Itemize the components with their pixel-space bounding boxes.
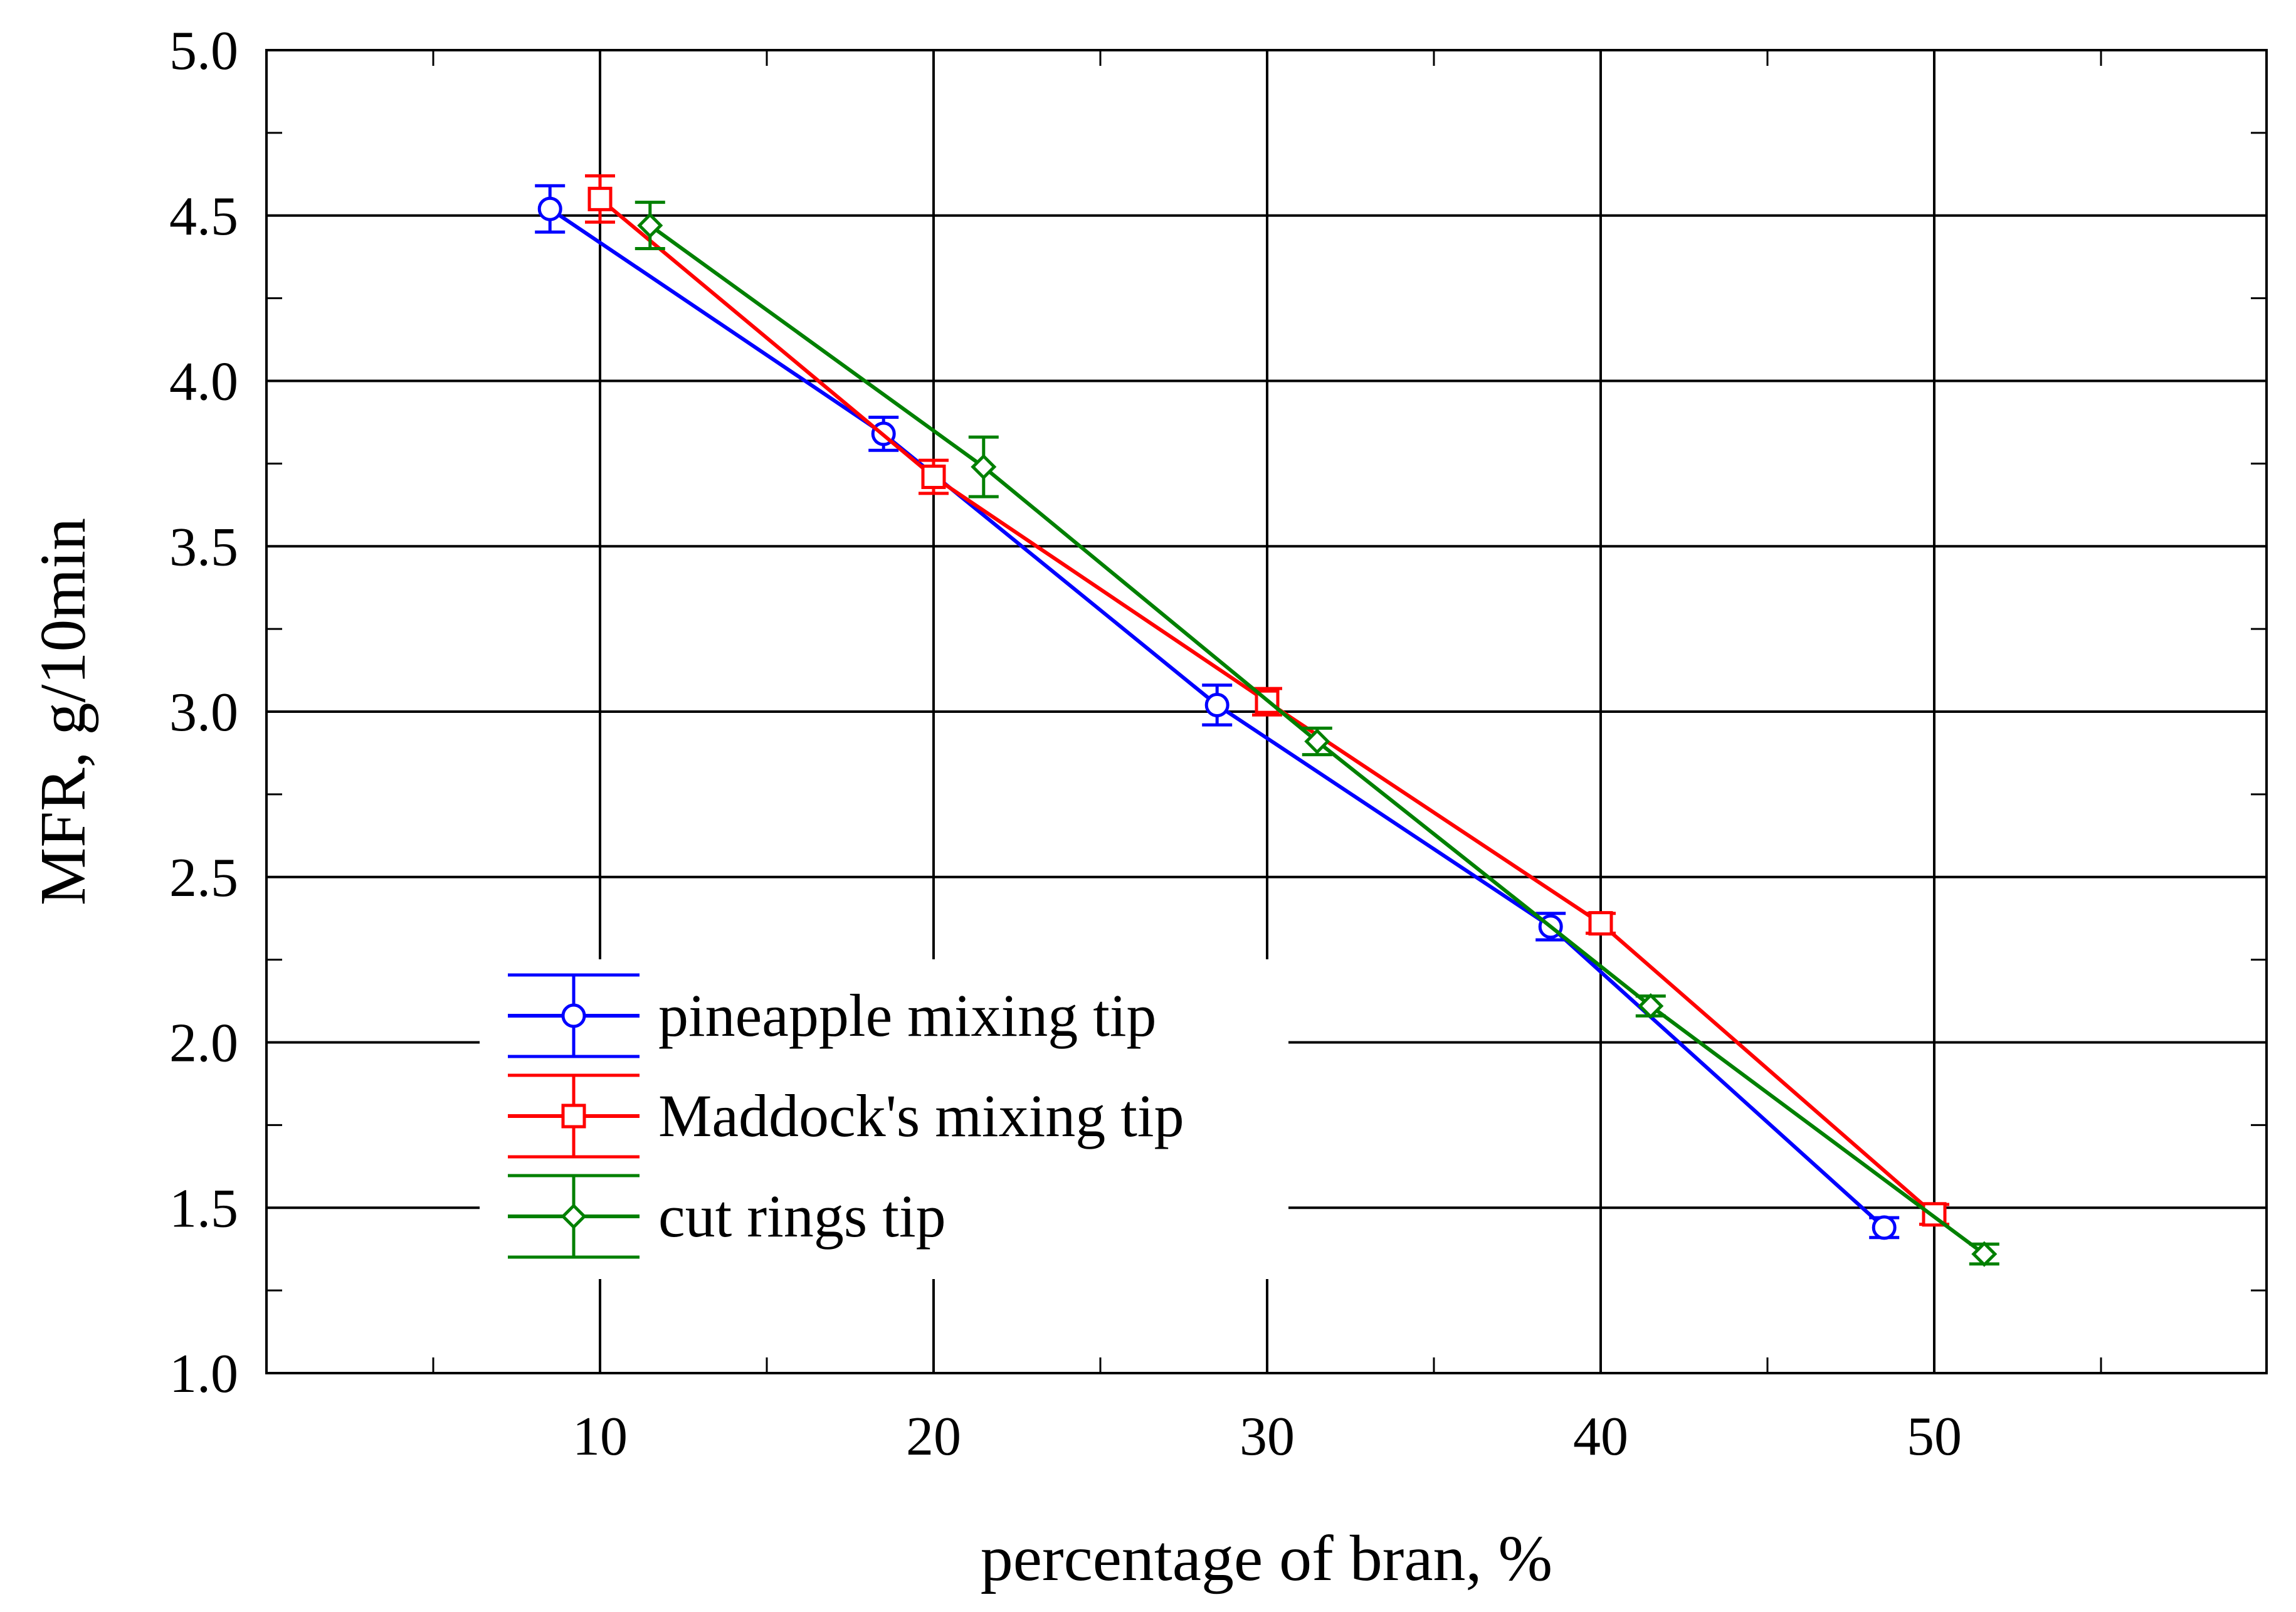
x-tick-label: 30 xyxy=(1240,1406,1295,1467)
y-tick-label: 2.5 xyxy=(169,848,238,909)
y-tick-label: 3.5 xyxy=(169,517,238,577)
y-tick-label: 4.5 xyxy=(169,186,238,247)
marker-square xyxy=(587,186,613,211)
legend-item: cut rings tip xyxy=(508,1174,946,1259)
y-axis-label: MFR, g/10min xyxy=(27,518,99,905)
y-tick-label: 1.5 xyxy=(169,1178,238,1239)
marker-circle xyxy=(1872,1215,1897,1240)
legend-label: pineapple mixing tip xyxy=(658,982,1157,1049)
marker-square xyxy=(561,1104,586,1129)
marker-circle xyxy=(537,196,562,221)
y-tick-label: 4.0 xyxy=(169,352,238,413)
x-tick-label: 10 xyxy=(572,1406,628,1467)
marker-diamond xyxy=(1971,1241,1998,1267)
y-tick-label: 1.0 xyxy=(169,1344,238,1404)
axis-labels: percentage of bran, % MFR, g/10min xyxy=(27,518,1552,1594)
legend-item: Maddock's mixing tip xyxy=(508,1073,1184,1159)
y-tick-label: 2.0 xyxy=(169,1013,238,1074)
marker-square xyxy=(921,464,946,489)
plot-frame xyxy=(265,49,2268,1374)
marker-diamond xyxy=(1304,728,1330,755)
x-axis-label: percentage of bran, % xyxy=(981,1522,1552,1594)
marker-square xyxy=(1588,911,1613,936)
legend-box xyxy=(480,959,1288,1279)
axes: 10 20 30 40 50 1.0 1.5 2.0 2.5 3.0 3.5 4.0 4.5 5.0 xyxy=(169,21,2268,1467)
marker-diamond xyxy=(637,213,663,239)
marker-diamond xyxy=(1638,993,1664,1019)
marker-diamond xyxy=(561,1203,587,1230)
legend-label: cut rings tip xyxy=(658,1183,946,1250)
y-tick-label: 3.0 xyxy=(169,682,238,743)
x-tick-label: 20 xyxy=(906,1406,961,1467)
marker-circle xyxy=(561,1003,586,1028)
legend-item: pineapple mixing tip xyxy=(508,973,1157,1058)
marker-diamond xyxy=(971,454,997,480)
series-1 xyxy=(585,174,1949,1227)
legend: pineapple mixing tip Maddock's mixing tip… xyxy=(480,959,1288,1279)
y-tick-label: 5.0 xyxy=(169,21,238,82)
legend-label: Maddock's mixing tip xyxy=(658,1082,1184,1149)
x-tick-label: 50 xyxy=(1907,1406,1962,1467)
series-2 xyxy=(635,201,1999,1267)
plot-area xyxy=(535,174,1999,1267)
marker-circle xyxy=(1204,692,1230,717)
x-tick-label: 40 xyxy=(1573,1406,1628,1467)
